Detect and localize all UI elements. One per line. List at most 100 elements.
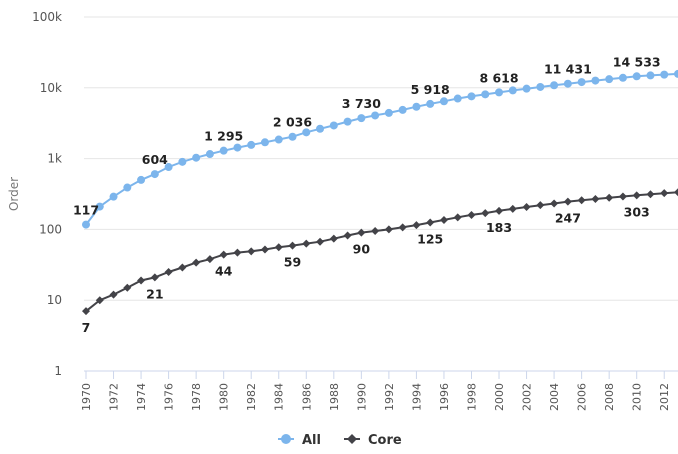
point-core[interactable] xyxy=(164,268,173,277)
point-all[interactable] xyxy=(371,111,380,120)
point-all[interactable] xyxy=(660,70,669,79)
legend-item-all[interactable]: All xyxy=(278,433,321,448)
point-core[interactable] xyxy=(495,206,504,215)
point-core[interactable] xyxy=(260,245,269,254)
x-tick-label: 1970 xyxy=(80,383,93,411)
data-label-all: 8 618 xyxy=(479,70,518,85)
point-all[interactable] xyxy=(495,88,504,97)
point-core[interactable] xyxy=(192,258,201,267)
point-core[interactable] xyxy=(481,209,490,218)
point-all[interactable] xyxy=(577,78,586,87)
point-core[interactable] xyxy=(591,194,600,203)
point-all[interactable] xyxy=(550,81,559,90)
point-core[interactable] xyxy=(536,201,545,210)
point-core[interactable] xyxy=(205,255,214,264)
point-all[interactable] xyxy=(164,163,173,172)
point-core[interactable] xyxy=(563,197,572,206)
x-tick-label: 2008 xyxy=(603,383,616,411)
point-core[interactable] xyxy=(426,218,435,227)
point-all[interactable] xyxy=(632,72,641,81)
point-all[interactable] xyxy=(508,86,517,95)
series-line-all xyxy=(85,72,678,226)
data-label-core: 183 xyxy=(486,220,512,235)
point-all[interactable] xyxy=(481,90,490,99)
point-core[interactable] xyxy=(453,213,462,222)
point-all[interactable] xyxy=(674,69,678,78)
point-core[interactable] xyxy=(109,290,118,299)
point-core[interactable] xyxy=(357,228,366,237)
point-all[interactable] xyxy=(302,128,311,137)
point-all[interactable] xyxy=(260,138,269,147)
point-all[interactable] xyxy=(605,75,614,84)
point-core[interactable] xyxy=(329,234,338,243)
point-all[interactable] xyxy=(109,192,118,201)
point-core[interactable] xyxy=(550,199,559,208)
point-all[interactable] xyxy=(95,202,104,211)
point-core[interactable] xyxy=(247,247,256,256)
point-core[interactable] xyxy=(137,276,146,285)
point-all[interactable] xyxy=(150,170,159,179)
point-core[interactable] xyxy=(412,221,421,230)
point-all[interactable] xyxy=(384,108,393,117)
point-core[interactable] xyxy=(302,239,311,248)
point-all[interactable] xyxy=(343,117,352,126)
point-core[interactable] xyxy=(316,237,325,246)
point-core[interactable] xyxy=(577,196,586,205)
legend[interactable]: All Core xyxy=(278,433,402,448)
point-core[interactable] xyxy=(233,248,242,257)
point-core[interactable] xyxy=(371,226,380,235)
point-all[interactable] xyxy=(646,71,655,80)
point-core[interactable] xyxy=(674,188,678,197)
point-all[interactable] xyxy=(536,82,545,91)
point-core[interactable] xyxy=(343,231,352,240)
point-core[interactable] xyxy=(95,296,104,305)
x-tick-label: 1990 xyxy=(355,383,368,411)
point-all[interactable] xyxy=(563,79,572,88)
point-core[interactable] xyxy=(439,215,448,224)
point-core[interactable] xyxy=(632,191,641,200)
point-all[interactable] xyxy=(591,76,600,85)
point-all[interactable] xyxy=(618,73,627,82)
point-core[interactable] xyxy=(123,283,132,292)
x-tick-label: 1996 xyxy=(438,383,451,411)
point-all[interactable] xyxy=(233,143,242,152)
point-core[interactable] xyxy=(508,204,517,213)
point-all[interactable] xyxy=(522,84,531,93)
point-core[interactable] xyxy=(288,241,297,250)
point-all[interactable] xyxy=(467,92,476,101)
point-all[interactable] xyxy=(123,183,132,192)
point-all[interactable] xyxy=(219,146,228,155)
x-tick-label: 1976 xyxy=(163,383,176,411)
point-all[interactable] xyxy=(316,124,325,133)
point-all[interactable] xyxy=(192,153,201,162)
point-all[interactable] xyxy=(137,175,146,184)
point-all[interactable] xyxy=(453,94,462,103)
point-core[interactable] xyxy=(522,203,531,212)
point-core[interactable] xyxy=(646,190,655,199)
legend-item-core[interactable]: Core xyxy=(344,433,402,448)
point-all[interactable] xyxy=(178,157,187,166)
point-all[interactable] xyxy=(398,105,407,114)
point-core[interactable] xyxy=(219,250,228,259)
point-all[interactable] xyxy=(82,220,90,229)
point-core[interactable] xyxy=(660,189,669,198)
x-tick-label: 1978 xyxy=(190,383,203,411)
point-all[interactable] xyxy=(329,121,338,130)
point-core[interactable] xyxy=(274,243,283,252)
point-all[interactable] xyxy=(357,114,366,123)
point-core[interactable] xyxy=(150,273,159,282)
point-all[interactable] xyxy=(439,97,448,106)
point-all[interactable] xyxy=(288,132,297,141)
point-core[interactable] xyxy=(605,193,614,202)
point-all[interactable] xyxy=(205,150,214,159)
point-all[interactable] xyxy=(412,102,421,111)
point-core[interactable] xyxy=(398,223,407,232)
point-core[interactable] xyxy=(384,225,393,234)
point-core[interactable] xyxy=(82,307,90,316)
point-core[interactable] xyxy=(467,210,476,219)
point-all[interactable] xyxy=(426,99,435,108)
point-all[interactable] xyxy=(274,135,283,144)
point-all[interactable] xyxy=(247,140,256,149)
point-core[interactable] xyxy=(178,263,187,272)
point-core[interactable] xyxy=(618,192,627,201)
